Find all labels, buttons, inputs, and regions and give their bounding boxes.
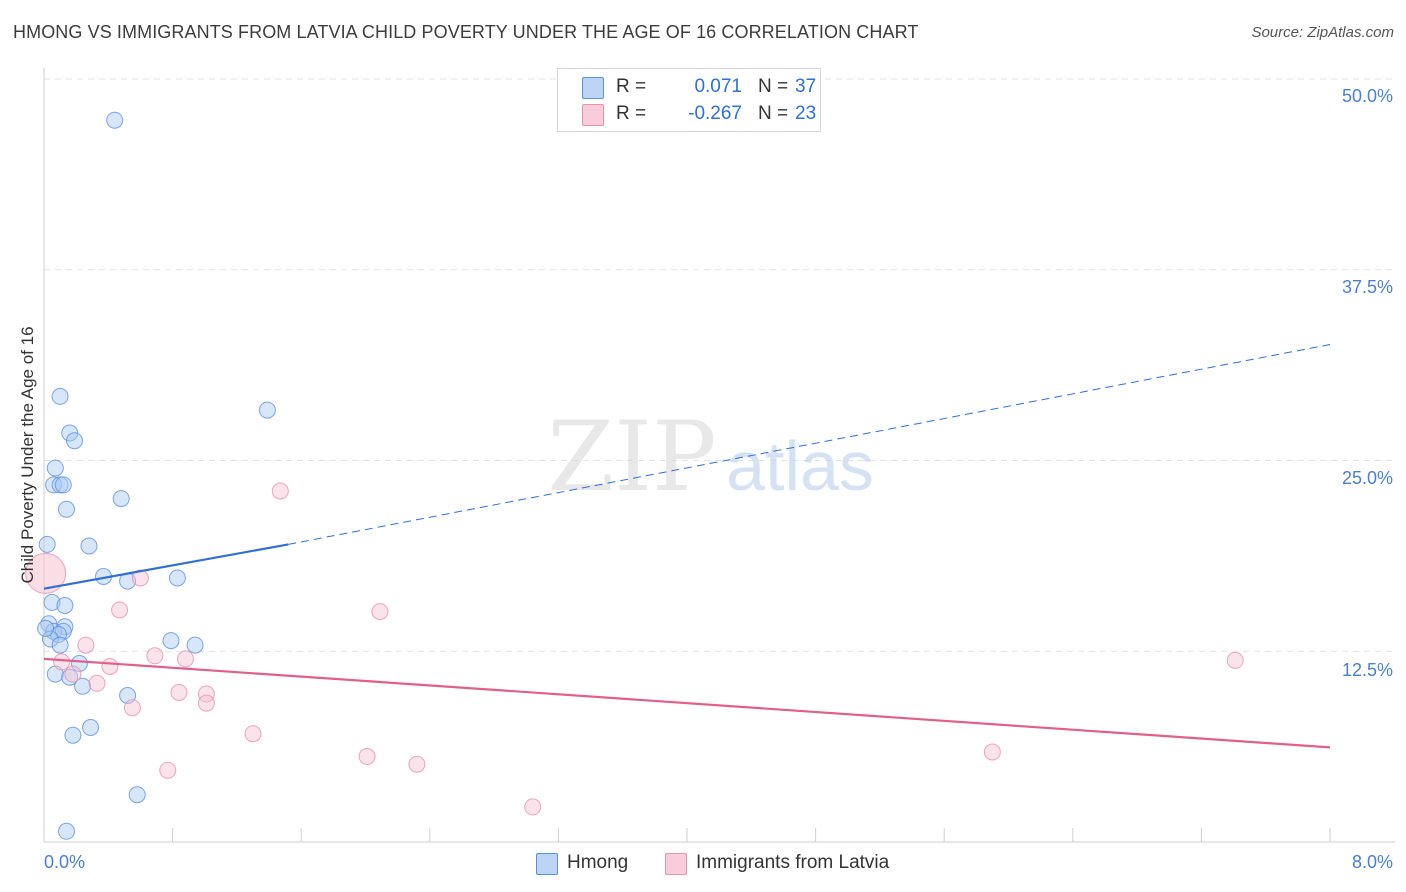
latvia-point xyxy=(983,743,1001,761)
trend-lines xyxy=(43,344,1331,749)
legend-swatch-latvia xyxy=(582,104,604,126)
hmong-point xyxy=(168,569,186,587)
hmong-point xyxy=(80,537,98,555)
hmong-point xyxy=(70,655,88,672)
latvia-point xyxy=(408,755,426,773)
latvia-point xyxy=(146,647,164,665)
correlation-legend: R = 0.071 N = 37 R = -0.267 N = 23 xyxy=(557,68,821,132)
hmong-point xyxy=(58,822,75,840)
latvia-point xyxy=(177,650,194,668)
latvia-point xyxy=(358,748,376,765)
y-tick-label: 12.5% xyxy=(1341,660,1393,680)
latvia-trend-line xyxy=(43,657,1331,749)
legend-swatch-latvia xyxy=(665,853,687,875)
y-axis-label: Child Poverty Under the Age of 16 xyxy=(18,326,37,584)
hmong-point xyxy=(58,500,75,518)
hmong-trend-line-extension xyxy=(288,344,1331,545)
hmong-point xyxy=(112,490,130,508)
hmong-point xyxy=(41,630,59,648)
hmong-point xyxy=(51,636,69,654)
chart-title: HMONG VS IMMIGRANTS FROM LATVIA CHILD PO… xyxy=(13,22,919,42)
y-tick-label: 37.5% xyxy=(1341,277,1393,297)
legend-r-value: -0.267 xyxy=(688,103,742,124)
legend-r-label: R = xyxy=(616,103,647,124)
latvia-point xyxy=(64,665,82,683)
y-tick-label: 25.0% xyxy=(1341,468,1393,488)
hmong-point xyxy=(51,387,69,405)
latvia-point xyxy=(197,694,215,712)
hmong-point xyxy=(74,677,92,695)
axes xyxy=(43,68,1395,843)
latvia-point xyxy=(159,761,177,779)
latvia-point xyxy=(244,725,262,743)
hmong-point xyxy=(258,401,276,419)
legend-r-label: R = xyxy=(616,76,647,97)
legend-swatch-hmong xyxy=(582,77,604,99)
grid-lines xyxy=(44,78,1395,652)
hmong-point xyxy=(38,535,56,553)
legend-r-value: 0.071 xyxy=(694,76,742,97)
legend-swatch-hmong xyxy=(536,853,558,875)
x-tick-label-max: 8.0% xyxy=(1351,852,1393,872)
watermark-atlas: atlas xyxy=(726,427,874,505)
legend-n-label: N = xyxy=(758,103,789,124)
latvia-point xyxy=(197,685,215,703)
latvia-point xyxy=(1226,651,1244,669)
hmong-point xyxy=(54,622,72,640)
x-tick-label-min: 0.0% xyxy=(44,852,86,872)
latvia-point xyxy=(371,603,389,621)
hmong-point xyxy=(106,111,124,129)
hmong-point xyxy=(64,726,82,744)
legend-n-value: 23 xyxy=(795,103,817,124)
latvia-point xyxy=(271,482,289,500)
latvia-point xyxy=(123,699,141,717)
hmong-point xyxy=(37,619,55,637)
hmong-trend-line xyxy=(43,543,289,590)
latvia-point xyxy=(88,674,106,692)
latvia-point xyxy=(101,658,119,675)
latvia-point xyxy=(25,552,67,594)
hmong-point xyxy=(54,476,72,494)
hmong-point xyxy=(66,432,83,450)
hmong-point xyxy=(82,719,100,736)
hmong-point xyxy=(186,636,204,654)
data-points xyxy=(25,111,1244,840)
latvia-point xyxy=(77,636,95,654)
watermark: ZIP atlas xyxy=(547,401,874,513)
hmong-point xyxy=(56,597,74,614)
latvia-point xyxy=(170,684,188,701)
latvia-point xyxy=(111,601,129,619)
latvia-point xyxy=(53,653,71,671)
hmong-point xyxy=(43,593,61,611)
legend-n-label: N = xyxy=(758,76,789,97)
hmong-point xyxy=(162,632,180,650)
latvia-point xyxy=(131,569,149,587)
legend-n-value: 37 xyxy=(795,76,817,97)
latvia-point xyxy=(524,798,542,816)
hmong-point xyxy=(45,476,63,494)
legend-label-latvia: Immigrants from Latvia xyxy=(696,852,890,873)
source-label: Source: ZipAtlas.com xyxy=(1251,24,1394,41)
watermark-zip: ZIP xyxy=(547,401,716,513)
hmong-point xyxy=(128,786,146,804)
hmong-point xyxy=(46,459,64,477)
legend-label-hmong: Hmong xyxy=(567,852,629,873)
hmong-point xyxy=(61,668,79,686)
y-tick-label: 50.0% xyxy=(1341,86,1393,106)
